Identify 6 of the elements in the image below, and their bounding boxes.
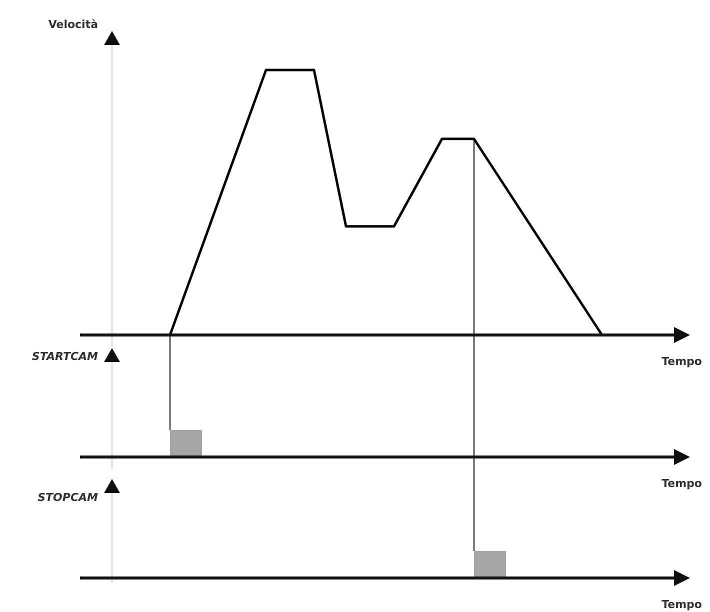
x-axis-title: Tempo <box>662 355 702 368</box>
y-axis-title: Velocità <box>48 18 98 31</box>
x-axis-title: Tempo <box>662 598 702 611</box>
x-axis-title: Tempo <box>662 477 702 490</box>
y-axis-title: STARTCAM <box>32 350 98 363</box>
y-axis-title: STOPCAM <box>38 491 98 504</box>
